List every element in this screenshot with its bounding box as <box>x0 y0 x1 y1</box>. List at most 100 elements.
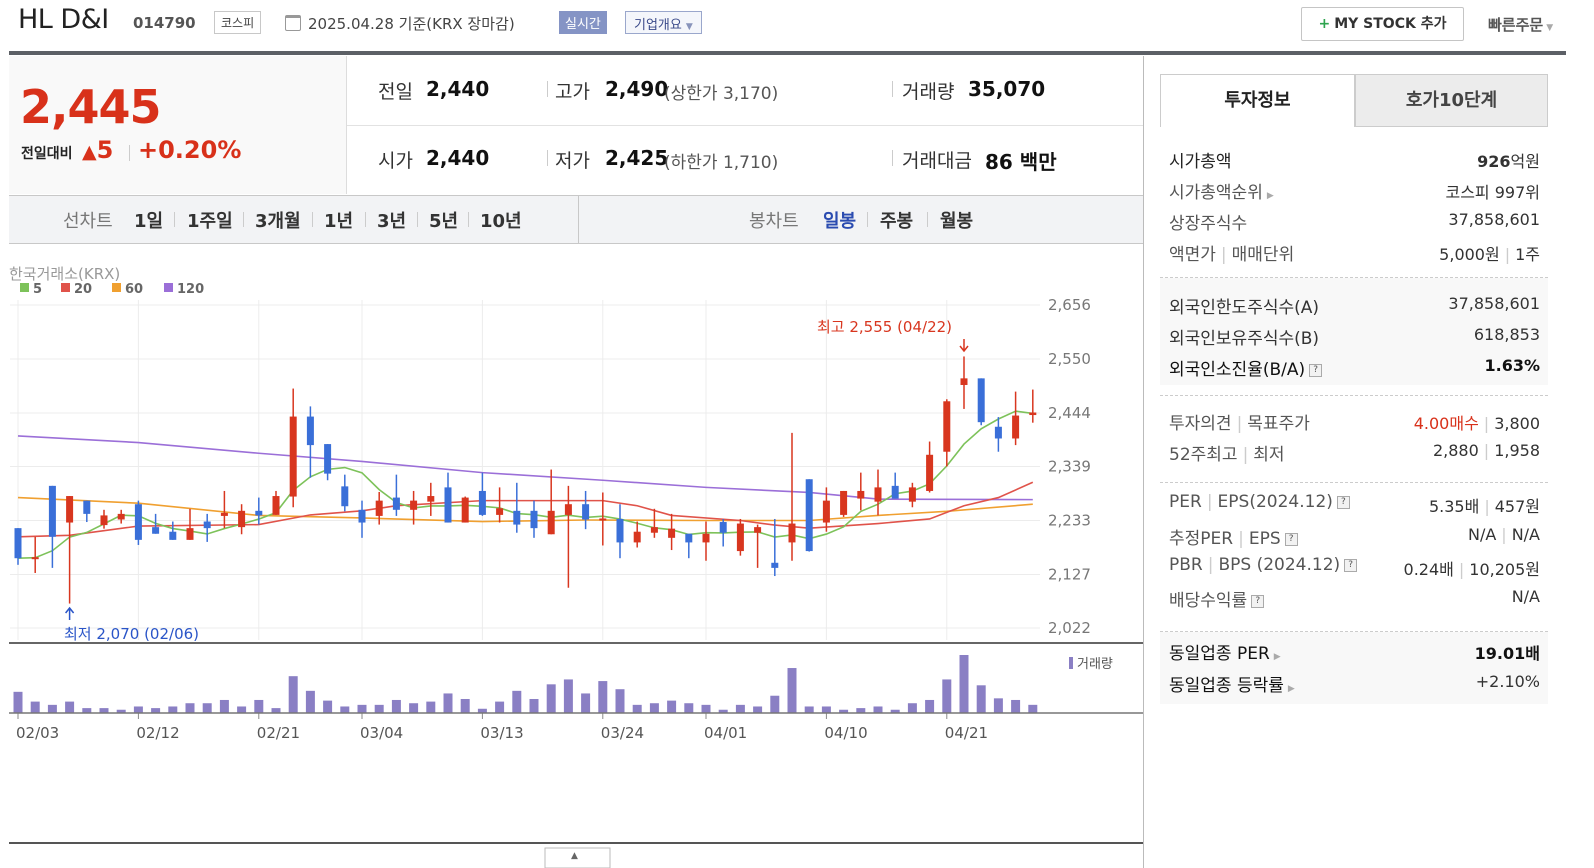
opinion-row: 투자의견 | 목표주가 <box>1169 414 1310 434</box>
candle-up <box>100 515 108 526</box>
52week-high: 2,880 <box>1432 441 1479 460</box>
x-tick-label: 02/21 <box>257 724 300 742</box>
candle-down <box>685 533 693 543</box>
candle-down <box>719 522 727 533</box>
volume-bar <box>1028 704 1038 713</box>
volume-bar <box>116 709 126 713</box>
chevron-up-icon: ▲ <box>571 851 578 861</box>
tab-10year[interactable]: 10년 <box>480 211 522 232</box>
help-icon[interactable]: ? <box>1284 532 1298 546</box>
industry-per-link[interactable]: 동일업종 PER ▶ <box>1169 639 1281 664</box>
volume-bar <box>151 708 161 713</box>
industry-per-label: 동일업종 PER <box>1169 644 1270 664</box>
tab-1day[interactable]: 1일 <box>134 211 164 232</box>
tab-monthly[interactable]: 월봉 <box>940 211 974 232</box>
tab-daily[interactable]: 일봉 <box>823 211 857 232</box>
x-tick-label: 03/04 <box>360 724 403 742</box>
y-tick-label: 2,550 <box>1048 350 1091 368</box>
help-icon[interactable]: ? <box>1251 594 1265 608</box>
open-label: 시가 <box>378 150 413 172</box>
volume-bar <box>959 655 969 713</box>
plus-icon: + <box>1318 16 1331 32</box>
divider <box>578 196 579 243</box>
realtime-button[interactable]: 실시간 <box>559 11 607 34</box>
candle-up <box>926 454 934 491</box>
tab-3month[interactable]: 3개월 <box>255 211 301 232</box>
lower-limit: (하한가 1,710) <box>664 153 779 173</box>
per-label: PER <box>1169 492 1202 512</box>
volume-bar <box>99 708 109 713</box>
volume-bar <box>615 689 625 713</box>
foreign-section <box>1160 278 1548 385</box>
candle-down <box>582 504 590 520</box>
candle-down <box>891 485 899 499</box>
candle-down <box>771 562 779 568</box>
candle-down <box>616 518 624 543</box>
candle-down <box>152 527 160 534</box>
divider <box>468 212 469 227</box>
candle-up <box>66 496 74 523</box>
candle-down <box>324 444 332 474</box>
candle-up <box>31 557 39 560</box>
volume-bar <box>13 691 23 713</box>
legend-swatch-ma5 <box>20 283 29 292</box>
foreign-limit-label: 외국인한도주식수(A) <box>1169 298 1320 318</box>
divider <box>892 81 893 97</box>
volume-bar <box>47 704 57 713</box>
chart-type-tabs <box>9 195 1143 244</box>
foreign-hold: 618,853 <box>1473 325 1540 344</box>
par-unit-value: 5,000원 | 1주 <box>1439 245 1540 264</box>
market-cap-label: 시가총액 <box>1169 152 1232 172</box>
candle-up <box>960 378 968 385</box>
company-overview-label: 기업개요 <box>634 18 682 33</box>
arrow-right-icon: ▶ <box>1273 652 1281 662</box>
dividend-row: 배당수익률? <box>1169 586 1265 611</box>
chart-expand-handle[interactable] <box>544 847 611 868</box>
eps: 457원 <box>1494 497 1540 516</box>
candle-down <box>392 497 400 510</box>
help-icon[interactable]: ? <box>1344 558 1358 572</box>
tab-1week[interactable]: 1주일 <box>187 211 233 232</box>
candle-down <box>203 521 211 529</box>
market-cap-rank-link[interactable]: 시가총액순위 ▶ <box>1169 178 1274 203</box>
tab-weekly[interactable]: 주봉 <box>880 211 914 232</box>
volume-bar <box>1011 699 1021 713</box>
source-label: 한국거래소(KRX) <box>9 265 120 283</box>
date-suffix: 기준(KRX 장마감) <box>393 15 515 33</box>
section-divider <box>1160 277 1548 278</box>
candle-up <box>857 490 865 499</box>
candle-up <box>375 500 383 516</box>
price-chart[interactable]: 한국거래소(KRX) 5 20 60 120 2,022 2,127 2,233 2,… <box>0 0 1143 868</box>
industry-change-link[interactable]: 동일업종 등락률 ▶ <box>1169 671 1295 696</box>
volume-bar <box>391 699 401 713</box>
divider <box>174 212 175 227</box>
tab-1year[interactable]: 1년 <box>324 211 354 232</box>
add-my-stock-button[interactable]: + MY STOCK 추가 <box>1301 7 1464 41</box>
candle-up <box>427 496 435 502</box>
y-tick-label: 2,339 <box>1048 458 1091 476</box>
chevron-down-icon: ▼ <box>1546 23 1554 33</box>
trade-unit: 1주 <box>1515 245 1540 264</box>
volume-bar <box>168 706 178 713</box>
help-icon[interactable]: ? <box>1336 495 1350 509</box>
tab-order-book[interactable]: 호가10단계 <box>1355 74 1548 127</box>
up-triangle-icon: ▲ <box>82 141 97 163</box>
candle-up <box>650 527 658 533</box>
volume-bar <box>185 703 195 713</box>
current-price: 2,445 <box>20 80 162 134</box>
legend-ma60: 60 <box>125 282 143 297</box>
prev-close-value: 2,440 <box>426 77 490 101</box>
company-overview-dropdown[interactable]: 기업개요 ▼ <box>625 11 702 34</box>
candle-up <box>272 496 280 515</box>
target-price-label: 목표주가 <box>1247 414 1310 434</box>
tab-3year[interactable]: 3년 <box>377 211 407 232</box>
arrow-right-icon: ▶ <box>1266 191 1274 201</box>
tab-5year[interactable]: 5년 <box>429 211 459 232</box>
per-value: 5.35배 | 457원 <box>1428 497 1540 516</box>
quick-order-dropdown[interactable]: 빠른주문 ▼ <box>1488 14 1553 35</box>
y-tick-label: 2,233 <box>1048 512 1091 530</box>
help-icon[interactable]: ? <box>1309 363 1323 377</box>
bps-label: BPS (2024.12) <box>1218 555 1341 575</box>
change-amount: 5 <box>96 136 114 164</box>
tab-investment-info[interactable]: 투자정보 <box>1160 74 1355 127</box>
